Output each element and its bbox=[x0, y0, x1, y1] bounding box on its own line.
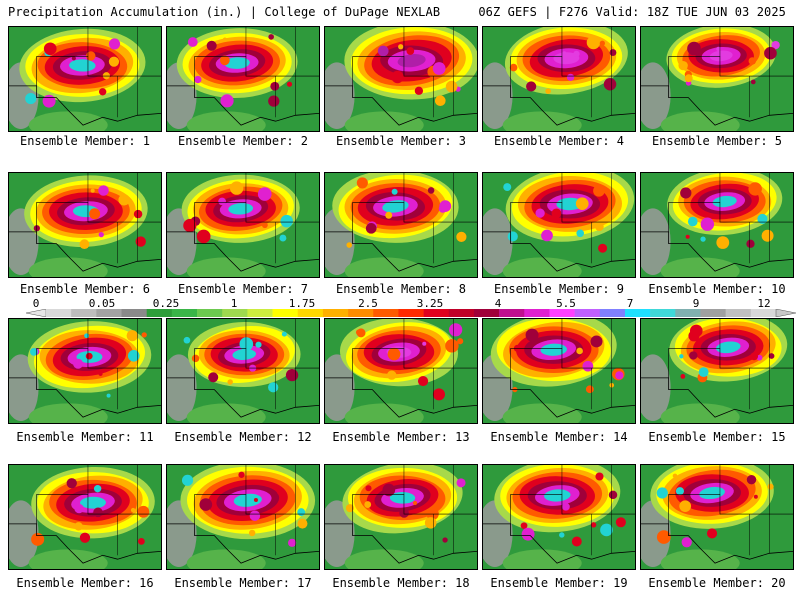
color-scale: 0 0.05 0.25 1 1.75 2.5 3.25 4 5.5 7 9 12 bbox=[26, 297, 796, 321]
member-map-12 bbox=[166, 318, 320, 424]
scale-tick-label: 1.75 bbox=[288, 297, 316, 310]
scale-swatch bbox=[549, 309, 575, 317]
member-map-4 bbox=[482, 26, 636, 132]
scale-tick-label: 7 bbox=[626, 297, 634, 310]
member-map-15 bbox=[640, 318, 794, 424]
member-label-16: Ensemble Member: 16 bbox=[16, 576, 154, 590]
member-map-5 bbox=[640, 26, 794, 132]
member-label-12: Ensemble Member: 12 bbox=[174, 430, 312, 444]
scale-swatch bbox=[473, 309, 500, 317]
member-label-18: Ensemble Member: 18 bbox=[332, 576, 470, 590]
scale-swatch bbox=[624, 309, 651, 317]
member-label-10: Ensemble Member: 10 bbox=[648, 282, 786, 296]
scale-swatch bbox=[448, 309, 475, 317]
run-info: 06Z GEFS | F276 Valid: 18Z TUE JUN 03 20… bbox=[478, 5, 786, 19]
member-map-20 bbox=[640, 464, 794, 570]
scale-swatch bbox=[222, 309, 248, 317]
member-label-19: Ensemble Member: 19 bbox=[490, 576, 628, 590]
color-scale-bar bbox=[26, 309, 796, 317]
member-map-18 bbox=[324, 464, 478, 570]
scale-right-arrow bbox=[775, 309, 796, 317]
member-map-10 bbox=[640, 172, 794, 278]
scale-swatch bbox=[373, 309, 399, 317]
member-label-14: Ensemble Member: 14 bbox=[490, 430, 628, 444]
member-label-17: Ensemble Member: 17 bbox=[174, 576, 312, 590]
scale-swatch bbox=[750, 309, 777, 317]
scale-swatch bbox=[247, 309, 273, 317]
scale-swatch bbox=[423, 309, 450, 317]
scale-tick-label: 1 bbox=[230, 297, 238, 310]
member-label-7: Ensemble Member: 7 bbox=[177, 282, 309, 296]
scale-swatch bbox=[650, 309, 676, 317]
scale-swatch bbox=[297, 309, 324, 317]
scale-tick-label: 12 bbox=[757, 297, 771, 310]
scale-swatch bbox=[146, 309, 173, 317]
scale-tick-label: 4 bbox=[494, 297, 502, 310]
member-map-7 bbox=[166, 172, 320, 278]
member-map-2 bbox=[166, 26, 320, 132]
member-map-6 bbox=[8, 172, 162, 278]
scale-tick-label: 9 bbox=[692, 297, 700, 310]
scale-tick-label: 3.25 bbox=[416, 297, 444, 310]
member-label-6: Ensemble Member: 6 bbox=[19, 282, 151, 296]
member-map-16 bbox=[8, 464, 162, 570]
member-map-13 bbox=[324, 318, 478, 424]
scale-swatch bbox=[599, 309, 626, 317]
member-map-1 bbox=[8, 26, 162, 132]
map-title: Precipitation Accumulation (in.) | Colle… bbox=[8, 5, 441, 19]
scale-swatch bbox=[725, 309, 752, 317]
scale-left-arrow bbox=[26, 309, 47, 317]
scale-swatch bbox=[574, 309, 601, 317]
member-map-8 bbox=[324, 172, 478, 278]
member-label-8: Ensemble Member: 8 bbox=[335, 282, 467, 296]
member-map-3 bbox=[324, 26, 478, 132]
scale-swatch bbox=[524, 309, 550, 317]
scale-swatch bbox=[675, 309, 701, 317]
member-map-19 bbox=[482, 464, 636, 570]
member-label-9: Ensemble Member: 9 bbox=[493, 282, 625, 296]
scale-swatch bbox=[700, 309, 726, 317]
member-label-1: Ensemble Member: 1 bbox=[19, 134, 151, 148]
member-label-3: Ensemble Member: 3 bbox=[335, 134, 467, 148]
scale-swatch bbox=[171, 309, 198, 317]
scale-swatch bbox=[348, 309, 374, 317]
member-label-11: Ensemble Member: 11 bbox=[16, 430, 154, 444]
member-map-17 bbox=[166, 464, 320, 570]
member-label-2: Ensemble Member: 2 bbox=[177, 134, 309, 148]
scale-swatch bbox=[272, 309, 299, 317]
scale-swatch bbox=[398, 309, 424, 317]
member-label-4: Ensemble Member: 4 bbox=[493, 134, 625, 148]
scale-swatch bbox=[197, 309, 223, 317]
scale-swatch bbox=[499, 309, 525, 317]
member-label-20: Ensemble Member: 20 bbox=[648, 576, 786, 590]
member-label-15: Ensemble Member: 15 bbox=[648, 430, 786, 444]
scale-swatch bbox=[96, 309, 122, 317]
member-map-14 bbox=[482, 318, 636, 424]
member-map-11 bbox=[8, 318, 162, 424]
scale-swatch bbox=[71, 309, 97, 317]
member-label-5: Ensemble Member: 5 bbox=[651, 134, 783, 148]
scale-swatch bbox=[322, 309, 349, 317]
scale-tick-label: 0.25 bbox=[152, 297, 180, 310]
member-label-13: Ensemble Member: 13 bbox=[332, 430, 470, 444]
scale-tick-label: 5.5 bbox=[556, 297, 576, 310]
scale-tick-label: 0 bbox=[32, 297, 40, 310]
scale-swatch bbox=[46, 309, 72, 317]
member-map-9 bbox=[482, 172, 636, 278]
scale-swatch bbox=[121, 309, 147, 317]
scale-tick-label: 0.05 bbox=[88, 297, 116, 310]
scale-tick-label: 2.5 bbox=[358, 297, 378, 310]
